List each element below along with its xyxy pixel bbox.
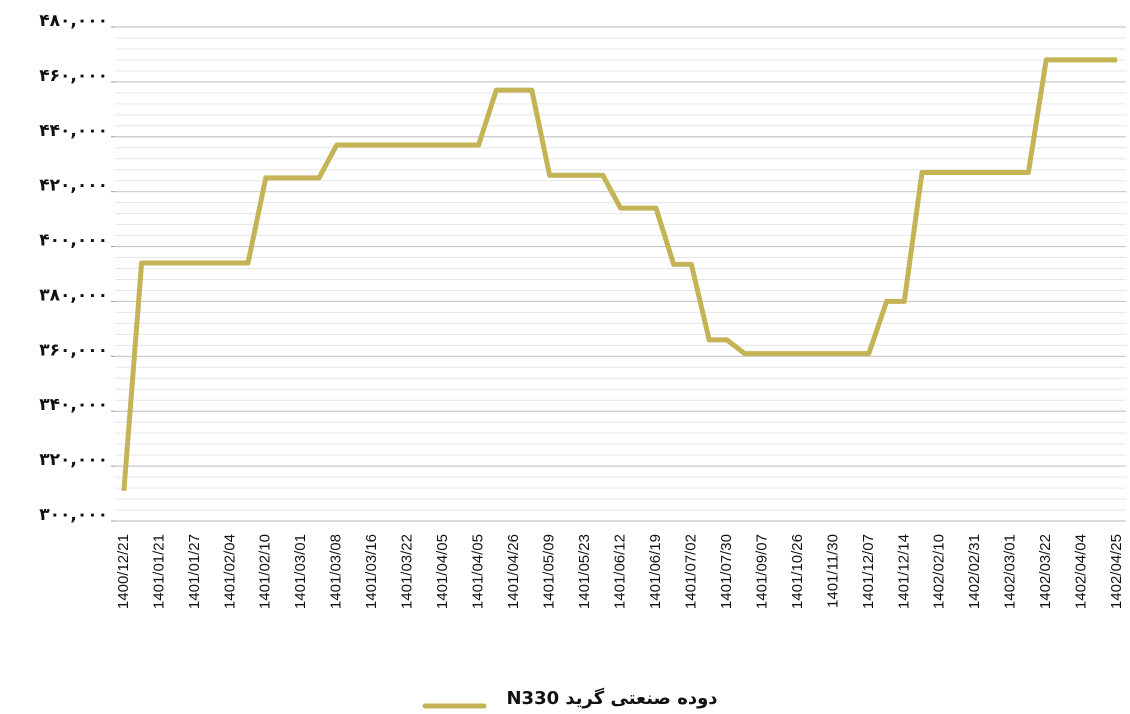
y-tick-label: ۳۰۰,۰۰۰ xyxy=(39,505,108,525)
y-tick-label: ۳۸۰,۰۰۰ xyxy=(39,285,108,305)
x-tick-label: 1401/07/30 xyxy=(718,534,735,609)
x-tick-label: 1401/03/01 xyxy=(292,534,309,609)
y-tick-label: ۴۲۰,۰۰۰ xyxy=(39,176,108,196)
x-tick-label: 1402/02/10 xyxy=(931,534,948,609)
x-tick-label: 1401/04/05 xyxy=(470,534,487,609)
x-tick-label: 1401/03/08 xyxy=(328,534,345,609)
x-tick-label: 1402/04/04 xyxy=(1073,534,1090,609)
x-tick-label: 1401/11/30 xyxy=(824,534,841,608)
x-tick-label: 1401/06/12 xyxy=(611,534,628,609)
y-tick-label: ۳۶۰,۰۰۰ xyxy=(39,340,108,360)
data-line xyxy=(121,57,1118,491)
x-tick-label: 1401/04/26 xyxy=(505,534,522,609)
x-tick-label: 1401/03/22 xyxy=(399,534,416,609)
y-tick-label: ۳۲۰,۰۰۰ xyxy=(39,450,108,470)
x-tick-label: 1401/07/02 xyxy=(682,534,699,609)
x-tick-label: 1401/12/14 xyxy=(895,534,912,609)
x-tick-label: 1402/03/01 xyxy=(1002,534,1019,609)
x-tick-label: 1401/03/16 xyxy=(363,534,380,609)
y-tick-label: ۴۰۰,۰۰۰ xyxy=(39,231,108,251)
legend-label: دوده صنعتی گرید N330 xyxy=(506,687,717,709)
y-tick-label: ۳۴۰,۰۰۰ xyxy=(39,395,108,415)
x-tick-label: 1401/09/07 xyxy=(753,534,770,609)
x-tick-label: 1401/01/27 xyxy=(186,534,203,609)
x-tick-label: 1401/12/07 xyxy=(860,534,877,609)
x-tick-label: 1401/02/04 xyxy=(221,534,238,609)
y-tick-label: ۴۶۰,۰۰۰ xyxy=(39,66,108,86)
x-tick-label: 1401/06/19 xyxy=(647,534,664,609)
x-tick-label: 1402/04/25 xyxy=(1108,534,1125,609)
x-tick-label: 1400/12/21 xyxy=(115,534,132,609)
x-tick-label: 1402/03/22 xyxy=(1037,534,1054,609)
x-tick-label: 1401/02/10 xyxy=(257,534,274,609)
y-tick-label: ۴۸۰,۰۰۰ xyxy=(39,11,108,31)
x-tick-label: 1401/05/23 xyxy=(576,534,593,609)
x-tick-label: 1402/02/31 xyxy=(966,534,983,609)
y-tick-label: ۴۴۰,۰۰۰ xyxy=(39,121,108,141)
x-tick-label: 1401/10/26 xyxy=(789,534,806,609)
x-tick-label: 1401/01/21 xyxy=(150,534,167,609)
x-tick-label: 1401/05/09 xyxy=(541,534,558,609)
x-tick-label: 1401/04/05 xyxy=(434,534,451,609)
